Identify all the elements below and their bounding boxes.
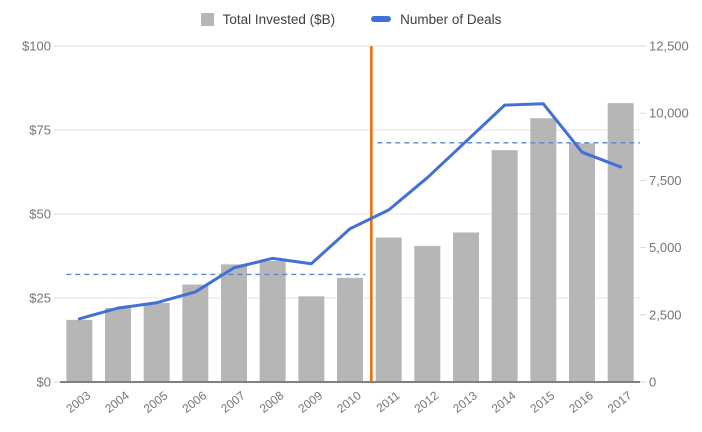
x-axis-label-2013: 2013 [450, 388, 480, 416]
x-axis-label-2003: 2003 [64, 388, 94, 416]
bar-2015[interactable] [530, 118, 557, 383]
x-axis-label-2015: 2015 [528, 388, 558, 416]
right-axis-label: 0 [649, 375, 656, 390]
bar-series-swatch-icon [200, 12, 214, 26]
line-series-swatch-icon [371, 16, 392, 22]
x-axis-label-2004: 2004 [102, 388, 132, 416]
x-axis-label-2012: 2012 [412, 388, 442, 416]
legend-item-total-invested[interactable]: Total Invested ($B) [200, 11, 336, 27]
left-axis-label: $100 [22, 39, 51, 54]
right-axis-label: 12,500 [649, 39, 689, 54]
bar-2013[interactable] [453, 232, 479, 382]
bar-2014[interactable] [491, 150, 518, 382]
bar-2016[interactable] [569, 143, 595, 382]
left-axis-label: $0 [37, 375, 51, 390]
bar-2011[interactable] [375, 237, 402, 382]
deals-line[interactable] [77, 102, 623, 321]
x-axis-label-2010: 2010 [334, 388, 364, 416]
left-axis-label: $50 [29, 207, 51, 222]
x-axis-label-2014: 2014 [489, 388, 519, 416]
x-axis-label-2011: 2011 [374, 388, 403, 415]
bar-2007[interactable] [221, 264, 247, 382]
left-axis-label: $75 [29, 123, 51, 138]
x-axis-label-2007: 2007 [218, 388, 248, 416]
x-axis-label-2005: 2005 [141, 388, 171, 416]
bar-2012[interactable] [414, 245, 441, 382]
bar-2010[interactable] [337, 277, 363, 382]
right-axis-label: 2,500 [649, 307, 682, 322]
bar-2004[interactable] [105, 308, 131, 382]
bar-2003[interactable] [66, 319, 93, 382]
right-axis-label: 7,500 [649, 173, 682, 188]
x-axis-label-2017: 2017 [605, 388, 635, 416]
bar-2005[interactable] [143, 303, 170, 382]
bar-2009[interactable] [298, 296, 325, 382]
legend-label-number-of-deals: Number of Deals [400, 11, 502, 27]
legend-label-total-invested: Total Invested ($B) [222, 11, 336, 27]
bar-2006[interactable] [182, 284, 209, 382]
bar-2017[interactable] [607, 103, 634, 383]
x-axis-label-2008: 2008 [257, 388, 287, 416]
bar-2008[interactable] [259, 261, 286, 382]
x-axis-label-2009: 2009 [296, 388, 326, 416]
legend: Total Invested ($B) Number of Deals [0, 8, 702, 30]
legend-item-number-of-deals[interactable]: Number of Deals [371, 12, 501, 27]
x-axis-label-2016: 2016 [566, 388, 596, 416]
x-axis-label-2006: 2006 [180, 388, 210, 416]
left-axis-label: $25 [29, 291, 51, 306]
right-axis-label: 5,000 [649, 240, 682, 255]
right-axis-label: 10,000 [649, 106, 689, 121]
